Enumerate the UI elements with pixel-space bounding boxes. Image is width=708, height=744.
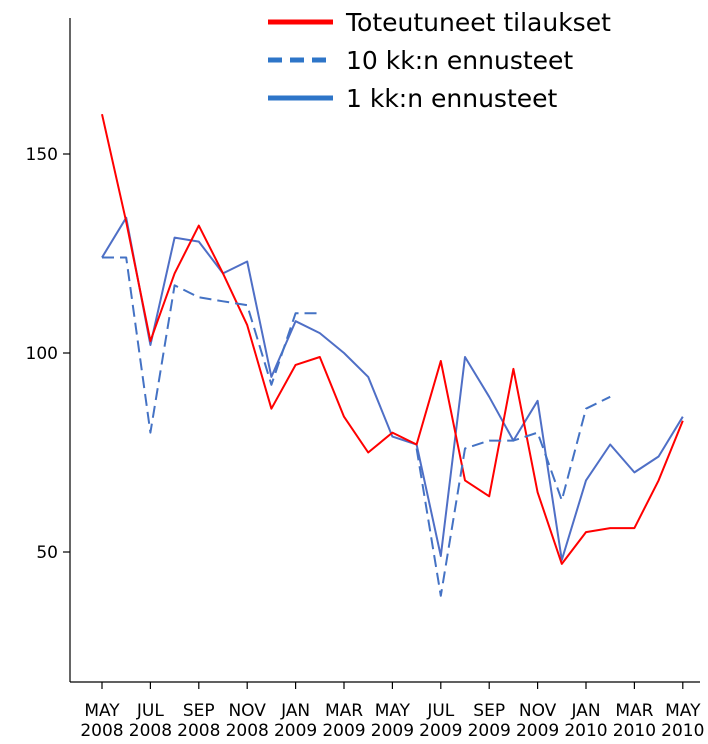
y-tick-label: 150	[26, 145, 58, 165]
x-tick-year-label: 2008	[177, 721, 220, 741]
x-tick-month-label: JUL	[136, 701, 164, 721]
x-tick-month-label: MAY	[375, 701, 411, 721]
x-tick-month-label: JAN	[280, 701, 310, 721]
x-tick-year-label: 2009	[371, 721, 414, 741]
x-tick-month-label: MAY	[84, 701, 120, 721]
x-tick-month-label: JUL	[426, 701, 454, 721]
x-tick-month-label: SEP	[183, 701, 215, 721]
axes	[69, 18, 700, 683]
y-tick-label: 100	[26, 344, 58, 364]
legend-label: 1 kk:n ennusteet	[346, 84, 558, 113]
1-kk-n-ennusteet-line	[101, 216, 684, 561]
legend-label: 10 kk:n ennusteet	[346, 46, 573, 75]
x-tick-month-label: NOV	[519, 701, 557, 721]
x-tick-year-label: 2008	[80, 721, 123, 741]
legend: Toteutuneet tilaukset 10 kk:n ennusteet 1 …	[268, 8, 611, 113]
x-tick-month-label: SEP	[473, 701, 505, 721]
x-tick-year-label: 2008	[129, 721, 172, 741]
x-tick-year-label: 2008	[226, 721, 269, 741]
x-tick-month-label: MAY	[665, 701, 701, 721]
toteutuneet-tilaukset-line	[101, 113, 684, 565]
x-tick-month-label: NOV	[228, 701, 266, 721]
y-ticks: 50 100 150	[26, 145, 70, 563]
series-layer	[101, 113, 684, 597]
x-tick-year-label: 2010	[661, 721, 704, 741]
legend-label: Toteutuneet tilaukset	[345, 8, 611, 37]
x-tick-year-label: 2009	[468, 721, 511, 741]
y-tick-label: 50	[36, 543, 58, 563]
x-tick-year-label: 2010	[564, 721, 607, 741]
x-tick-month-label: JAN	[570, 701, 600, 721]
10-kk-n-ennusteet-line	[415, 395, 611, 597]
x-tick-year-label: 2009	[322, 721, 365, 741]
x-tick-month-label: MAR	[325, 701, 363, 721]
x-tick-year-label: 2009	[516, 721, 559, 741]
10-kk-n-ennusteet-line	[102, 256, 320, 434]
x-tick-year-label: 2009	[274, 721, 317, 741]
x-tick-month-label: MAR	[615, 701, 653, 721]
x-ticks: MAY2008JUL2008SEP2008NOV2008JAN2009MAR20…	[80, 682, 704, 741]
x-tick-year-label: 2010	[613, 721, 656, 741]
x-tick-year-label: 2009	[419, 721, 462, 741]
